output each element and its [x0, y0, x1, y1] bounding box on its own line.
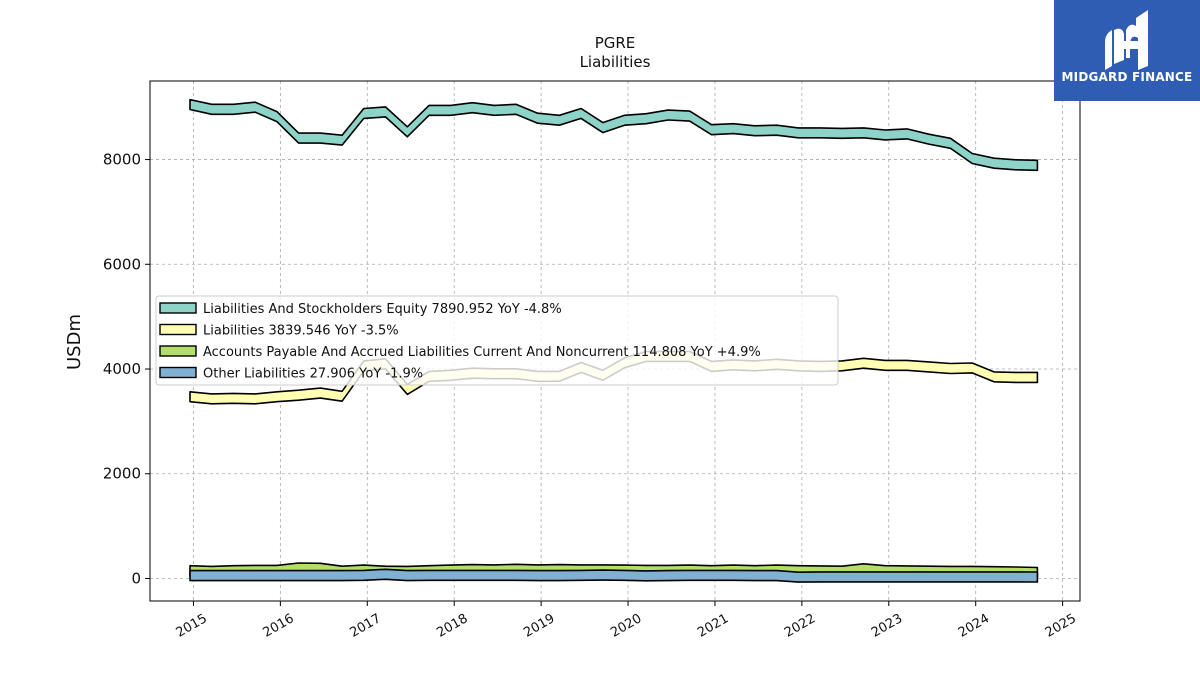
series-band [189, 98, 1039, 172]
x-tick-label: 2020 [608, 611, 644, 641]
x-tick-label: 2016 [261, 611, 297, 641]
legend-label: Liabilities And Stockholders Equity 7890… [203, 302, 562, 317]
y-tick-label: 4000 [103, 360, 141, 378]
x-tick-label: 2015 [174, 611, 210, 641]
y-tick-label: 8000 [103, 151, 141, 169]
y-axis: 0 2000 4000 6000 8000 [103, 151, 150, 587]
legend-swatch [159, 345, 197, 357]
legend-swatch [159, 302, 197, 314]
y-tick-label: 2000 [103, 465, 141, 483]
logo-text: MIDGARD FINANCE [1061, 70, 1193, 84]
legend-swatch [159, 366, 197, 379]
legend: Liabilities And Stockholders Equity 7890… [155, 295, 839, 386]
x-tick-label: 2023 [869, 611, 905, 641]
legend-swatch [159, 323, 197, 336]
y-tick-label: 6000 [103, 255, 141, 273]
legend-label: Liabilities 3839.546 YoY -3.5% [203, 324, 399, 339]
logo-mark-icon [1105, 10, 1148, 70]
x-tick-label: 2024 [956, 611, 992, 641]
plot-frame [149, 80, 1081, 602]
y-axis-label: USDm [64, 314, 85, 370]
x-axis: 2015 2016 2017 2018 2019 2020 2021 2022 2023 2024… [174, 601, 1079, 641]
chart-subtitle: Liabilities [580, 53, 651, 71]
series-band [189, 568, 1039, 583]
midgard-finance-logo: MIDGARD FINANCE [1054, 0, 1200, 101]
x-tick-label: 2025 [1043, 611, 1079, 641]
x-tick-label: 2019 [521, 611, 557, 641]
chart-title: PGRE [595, 34, 636, 52]
y-tick-label: 0 [131, 569, 141, 587]
legend-label: Accounts Payable And Accrued Liabilities… [203, 345, 761, 360]
x-tick-label: 2018 [434, 611, 470, 641]
x-tick-label: 2017 [347, 611, 383, 641]
legend-box [155, 295, 839, 386]
x-tick-label: 2021 [695, 611, 731, 641]
legend-label: Other Liabilities 27.906 YoY -1.9% [203, 367, 423, 382]
x-tick-label: 2022 [782, 611, 818, 641]
